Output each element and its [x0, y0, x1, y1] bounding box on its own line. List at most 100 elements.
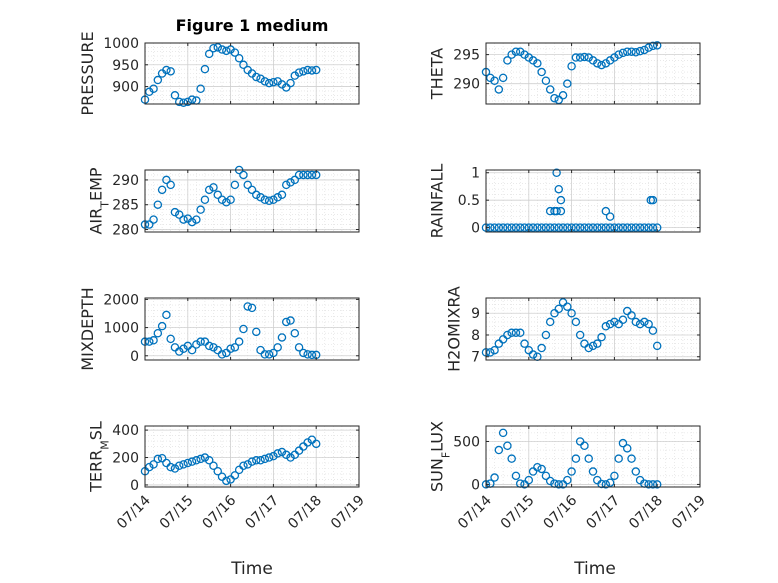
data-point — [605, 223, 615, 232]
y-tick-label: 8 — [471, 328, 480, 344]
data-point — [311, 439, 321, 449]
data-point — [486, 348, 495, 357]
y-tick-label: 1 — [471, 166, 480, 182]
data-point — [174, 461, 184, 471]
data-point — [209, 183, 218, 192]
data-point — [490, 473, 499, 482]
data-point — [174, 97, 184, 107]
data-point — [528, 467, 538, 476]
data-point — [584, 343, 593, 353]
data-point — [153, 454, 163, 464]
data-point — [230, 343, 240, 352]
data-point — [179, 215, 188, 224]
data-point — [187, 95, 197, 104]
x-tick-label: 07/16 — [541, 492, 581, 532]
data-point — [204, 341, 214, 351]
data-point — [627, 47, 636, 56]
data-point — [622, 444, 632, 453]
data-point — [605, 478, 615, 487]
data-point — [558, 91, 568, 100]
data-point — [635, 319, 645, 329]
data-point — [648, 195, 658, 205]
y-tick-label: 0 — [130, 349, 139, 365]
data-point — [243, 460, 252, 469]
data-point — [162, 65, 171, 75]
data-point — [209, 461, 218, 471]
plot-area — [486, 298, 700, 360]
data-point — [597, 332, 606, 342]
data-point — [520, 339, 529, 348]
data-point — [563, 302, 572, 311]
data-point — [196, 84, 205, 94]
plot-area — [145, 43, 359, 104]
data-point — [157, 453, 167, 463]
data-point — [299, 67, 308, 76]
data-point — [260, 350, 270, 359]
data-point — [222, 46, 231, 56]
data-point — [277, 333, 287, 342]
data-point — [571, 223, 581, 232]
data-point — [541, 76, 551, 86]
data-point — [515, 328, 525, 338]
data-point — [277, 190, 287, 200]
data-point — [286, 316, 295, 325]
data-point — [303, 170, 312, 180]
data-point — [575, 53, 585, 62]
figure-title: Figure 1 medium — [176, 16, 329, 35]
data-point — [286, 453, 295, 462]
data-point — [273, 449, 282, 458]
data-point — [209, 343, 218, 352]
data-point — [610, 317, 619, 327]
axes-box — [485, 425, 701, 488]
data-point — [614, 319, 623, 329]
data-point — [511, 328, 521, 338]
data-point — [575, 330, 585, 340]
data-point — [303, 438, 312, 447]
data-point — [179, 460, 188, 469]
data-point — [264, 78, 274, 88]
y-tick-label: 290 — [453, 77, 480, 93]
data-point — [622, 306, 632, 316]
data-point — [269, 348, 278, 358]
data-point — [260, 77, 270, 86]
data-point — [622, 223, 632, 232]
data-point — [213, 345, 223, 355]
data-point — [618, 48, 628, 58]
data-point — [631, 467, 641, 476]
data-point — [256, 193, 265, 202]
x-tick-label: 07/18 — [285, 493, 325, 533]
data-point — [631, 48, 641, 57]
x-tick-label: 07/15 — [157, 493, 197, 533]
data-point — [580, 441, 589, 451]
data-point — [556, 206, 566, 216]
data-point — [563, 475, 572, 485]
y-tick-label: 0 — [471, 221, 480, 237]
data-point — [239, 170, 248, 180]
data-point — [303, 350, 312, 359]
data-point — [605, 212, 615, 221]
data-point — [226, 344, 235, 353]
data-point — [281, 180, 291, 190]
data-point — [204, 456, 214, 465]
data-point — [247, 303, 257, 313]
data-point — [290, 328, 300, 338]
data-point — [631, 317, 641, 327]
data-point — [545, 317, 555, 327]
plot-area — [486, 426, 700, 487]
y-tick-label: 2000 — [103, 292, 139, 308]
data-point — [252, 72, 261, 82]
data-point — [537, 67, 546, 77]
data-point — [200, 195, 210, 205]
data-point — [605, 56, 615, 65]
data-point — [618, 438, 628, 448]
data-point — [584, 454, 593, 463]
data-point — [648, 223, 658, 232]
data-point — [575, 223, 585, 232]
data-point — [515, 223, 525, 232]
data-point — [601, 322, 611, 331]
x-tick-label: 07/18 — [626, 493, 666, 533]
data-point — [554, 223, 564, 232]
data-point — [294, 170, 304, 180]
y-tick-label: 295 — [453, 48, 480, 64]
y-axis-label: PRESSURE — [78, 31, 97, 115]
